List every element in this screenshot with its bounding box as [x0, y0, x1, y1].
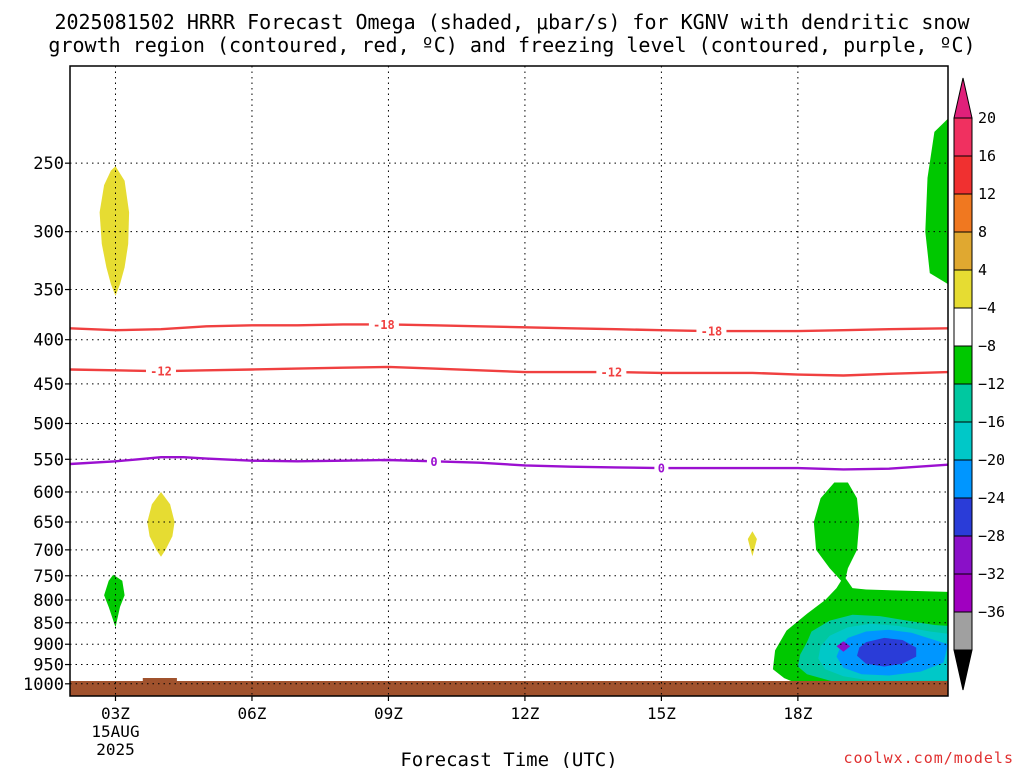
- y-tick-label: 550: [33, 450, 64, 470]
- colorbar-swatch-14: [953, 611, 973, 651]
- colorbar-tick-label: −8: [978, 337, 996, 355]
- colorbar-swatch-8: [953, 383, 973, 423]
- y-tick-label: 750: [33, 567, 64, 587]
- y-tick-label: 1000: [23, 675, 64, 695]
- y-tick-label: 250: [33, 154, 64, 174]
- contour-label: -18: [701, 325, 723, 339]
- colorbar-swatch-6: [953, 307, 973, 347]
- y-tick-label: 900: [33, 635, 64, 655]
- y-tick-label: 600: [33, 483, 64, 503]
- x-tick-label: 15Z: [647, 704, 676, 723]
- y-tick-label: 700: [33, 541, 64, 561]
- colorbar-swatch-7: [953, 345, 973, 385]
- x-tick-label: 18Z: [783, 704, 812, 723]
- contour-line-3: [70, 456, 948, 471]
- colorbar-swatch-2: [953, 155, 973, 195]
- plot-frame: [69, 65, 949, 697]
- contour-label-bg: [368, 317, 399, 332]
- x-tick-label: 09Z: [374, 704, 403, 723]
- colorbar-swatch-5: [953, 269, 973, 309]
- contour-label-bg: [426, 454, 441, 469]
- colorbar-tick-label: −32: [978, 565, 1005, 583]
- y-tick-label: 400: [33, 331, 64, 351]
- contour-label: 0: [658, 462, 665, 476]
- x-tick-date-label: 2025: [96, 740, 135, 759]
- omega-region-1: [99, 166, 130, 296]
- colorbar-tick-label: −12: [978, 375, 1005, 393]
- colorbar-tick-label: −4: [978, 299, 996, 317]
- colorbar-tick-label: 8: [978, 223, 987, 241]
- colorbar: 20 16 12 8 4 −4 −8 −12 −16 −20 −24 −28 −32 −36: [953, 77, 1005, 691]
- y-tick-label: 800: [33, 591, 64, 611]
- colorbar-tick-label: 16: [978, 147, 996, 165]
- colorbar-tick-label: −28: [978, 527, 1005, 545]
- omega-region-4: [104, 574, 125, 628]
- x-tick-label: 03Z: [101, 704, 130, 723]
- y-tick-label: 650: [33, 513, 64, 533]
- colorbar-swatch-4: [953, 231, 973, 271]
- colorbar-tick-label: −20: [978, 451, 1005, 469]
- x-tick-label: 12Z: [510, 704, 539, 723]
- ground-strip: [70, 681, 948, 696]
- colorbar-swatch-10: [953, 459, 973, 499]
- omega-region-2: [147, 492, 175, 557]
- x-tick-date-label: 15AUG: [91, 722, 139, 741]
- contour-label-bg: [145, 364, 176, 379]
- y-tick-label: 450: [33, 375, 64, 395]
- colorbar-bottom-arrow: [953, 649, 973, 691]
- plot-area: -18 -18 -12 -12 0 0: [70, 66, 948, 696]
- contour-label-bg: [654, 461, 669, 476]
- y-tick-label: 300: [33, 223, 64, 243]
- colorbar-tick-label: 4: [978, 261, 987, 279]
- colorbar-tick-label: −16: [978, 413, 1005, 431]
- plot-clip-group: -18 -18 -12 -12 0 0: [70, 66, 948, 696]
- colorbar-swatch-11: [953, 497, 973, 537]
- y-tick-label: 850: [33, 614, 64, 634]
- x-tick-label: 06Z: [238, 704, 267, 723]
- contour-label: -12: [601, 366, 623, 380]
- colorbar-tick-label: 12: [978, 185, 996, 203]
- colorbar-tick-label: −24: [978, 489, 1005, 507]
- contour-label-bg: [596, 365, 627, 380]
- chart-title-line-2: growth region (contoured, red, ºC) and f…: [48, 33, 975, 57]
- y-tick-label: 950: [33, 656, 64, 676]
- omega-region-3: [747, 531, 757, 557]
- chart-title-line-1: 2025081502 HRRR Forecast Omega (shaded, …: [54, 10, 970, 34]
- x-axis-label: Forecast Time (UTC): [400, 749, 617, 768]
- y-tick-label: 350: [33, 281, 64, 301]
- contour-label: -12: [150, 365, 172, 379]
- colorbar-swatch-12: [953, 535, 973, 575]
- contour-line-1: [70, 323, 948, 333]
- colorbar-swatch-1: [953, 117, 973, 157]
- ground-bump: [142, 678, 177, 682]
- contour-line-2: [70, 365, 948, 377]
- colorbar-tick-label: −36: [978, 603, 1005, 621]
- axes: 2503003504004505005506006507007508008509…: [23, 65, 949, 759]
- omega-region-10: [857, 637, 917, 667]
- colorbar-swatch-3: [953, 193, 973, 233]
- colorbar-swatch-13: [953, 573, 973, 613]
- y-tick-label: 500: [33, 414, 64, 434]
- colorbar-tick-label: 20: [978, 109, 996, 127]
- colorbar-swatch-9: [953, 421, 973, 461]
- colorbar-top-arrow: [953, 77, 973, 119]
- contour-label: -18: [373, 318, 395, 332]
- omega-region-5: [925, 118, 948, 285]
- credit-text: coolwx.com/models: [843, 749, 1014, 767]
- contour-label: 0: [430, 455, 437, 469]
- contour-label-bg: [696, 324, 727, 339]
